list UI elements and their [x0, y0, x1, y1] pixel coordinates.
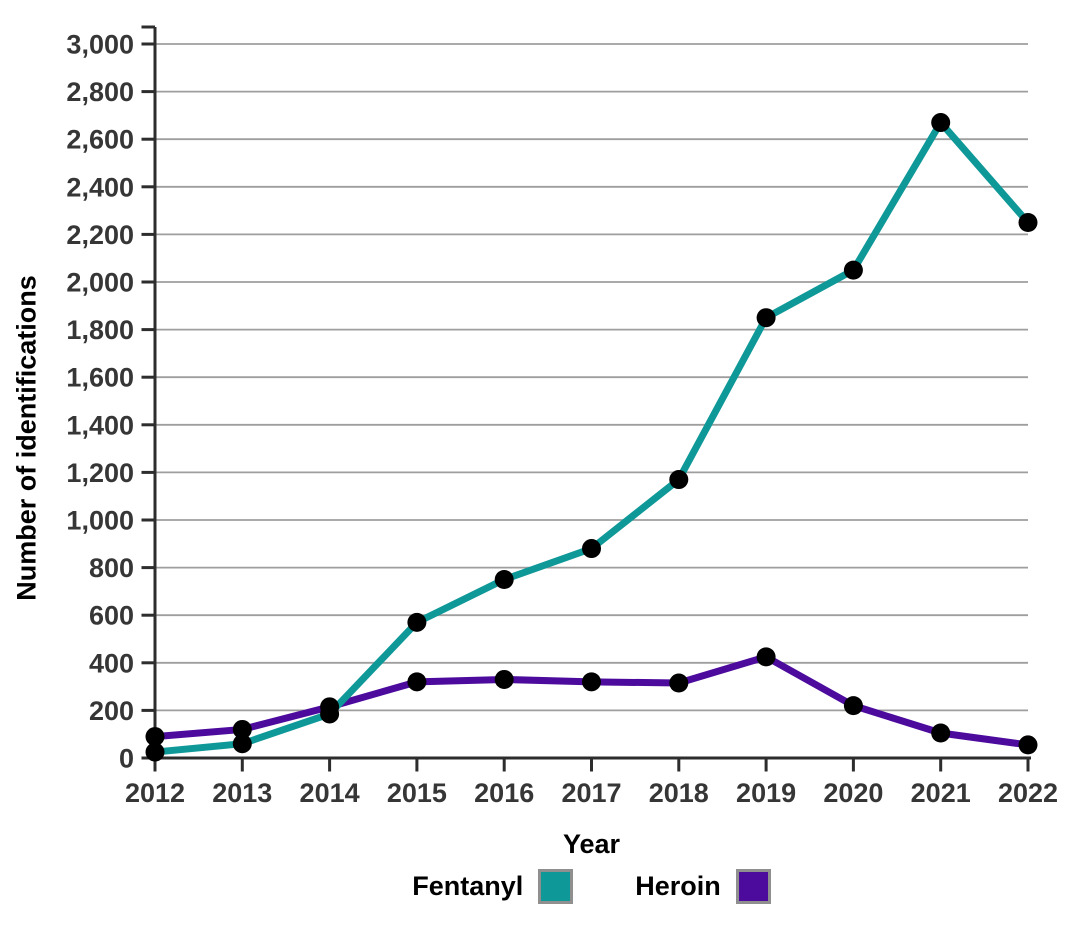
y-tick-label: 1,600: [66, 363, 134, 393]
data-point-fentanyl-2016: [494, 570, 514, 589]
legend-swatch-heroin: [735, 869, 771, 904]
data-point-fentanyl-2019: [756, 308, 776, 328]
x-tick-label: 2022: [998, 778, 1058, 808]
series-lines: [154, 116, 1031, 756]
x-tick-label: 2021: [911, 778, 971, 808]
data-point-heroin-2020: [843, 696, 863, 716]
data-point-heroin-2014: [320, 697, 340, 717]
data-point-heroin-2015: [407, 672, 427, 692]
x-tick-label: 2019: [736, 778, 796, 808]
x-tick-label: 2015: [387, 778, 447, 808]
x-tick-label: 2020: [823, 778, 883, 808]
x-tick-label: 2018: [649, 778, 709, 808]
y-tick-label: 2,200: [66, 220, 134, 250]
data-point-fentanyl-2017: [582, 539, 601, 559]
y-tick-label: 2,400: [66, 172, 134, 202]
data-point-fentanyl-2022: [1018, 213, 1038, 232]
x-tick-label: 2012: [125, 778, 185, 808]
y-tick-label: 400: [89, 648, 134, 678]
axes: [153, 27, 1031, 760]
legend-item-fentanyl: Fentanyl: [412, 869, 574, 904]
data-point-fentanyl-2018: [669, 470, 689, 490]
data-point-heroin-2017: [582, 672, 601, 692]
legend-label-heroin: Heroin: [635, 871, 721, 901]
legend-label-fentanyl: Fentanyl: [412, 871, 524, 901]
y-tick-label: 1,800: [66, 315, 134, 345]
y-tick-label: 0: [119, 744, 134, 774]
data-point-fentanyl-2013: [232, 734, 252, 754]
data-point-fentanyl-2015: [407, 612, 427, 632]
data-point-fentanyl-2021: [931, 113, 951, 133]
data-points: [145, 113, 1038, 762]
y-tick-label: 800: [89, 553, 134, 583]
x-tick-label: 2014: [300, 778, 360, 808]
gridlines: [155, 43, 1028, 712]
data-point-heroin-2018: [669, 673, 689, 693]
data-point-heroin-2019: [756, 647, 776, 667]
y-tick-label: 2,800: [66, 77, 134, 107]
y-tick-label: 600: [89, 601, 134, 631]
data-point-heroin-2012: [145, 727, 165, 747]
x-axis-ticks: [153, 758, 1030, 772]
x-axis-title: Year: [562, 829, 621, 859]
y-tick-label: 2,600: [66, 125, 134, 155]
y-tick-label: 3,000: [66, 30, 134, 60]
y-tick-label: 2,000: [66, 268, 134, 298]
y-tick-label: 1,400: [66, 410, 134, 440]
x-tick-label: 2017: [561, 778, 621, 808]
y-tick-label: 1,200: [66, 458, 134, 488]
legend-swatch-fentanyl: [538, 869, 574, 904]
data-point-fentanyl-2012: [145, 742, 165, 762]
data-point-heroin-2013: [232, 719, 252, 739]
data-point-fentanyl-2020: [843, 260, 863, 280]
data-point-heroin-2022: [1018, 735, 1038, 755]
x-tick-label: 2016: [474, 778, 534, 808]
data-point-heroin-2016: [494, 669, 514, 689]
y-axis-ticks: [141, 25, 155, 760]
data-point-heroin-2021: [931, 723, 951, 743]
y-tick-label: 1,000: [66, 506, 134, 536]
series-line-fentanyl: [154, 116, 1031, 756]
legend-item-heroin: Heroin: [635, 869, 771, 904]
legend: Fentanyl Heroin: [155, 869, 1028, 904]
x-axis-labels: 2012 2013 2014 2015 2016 2017 2018 2019 2020 2021…: [125, 778, 1058, 808]
y-axis-labels: 0 200 400 600 800 1,000 1,200 1,400 1,600 1,800 2,…: [66, 30, 134, 774]
y-tick-label: 200: [89, 696, 134, 726]
y-axis-title: Number of identifications: [11, 275, 42, 601]
x-tick-label: 2013: [212, 778, 272, 808]
